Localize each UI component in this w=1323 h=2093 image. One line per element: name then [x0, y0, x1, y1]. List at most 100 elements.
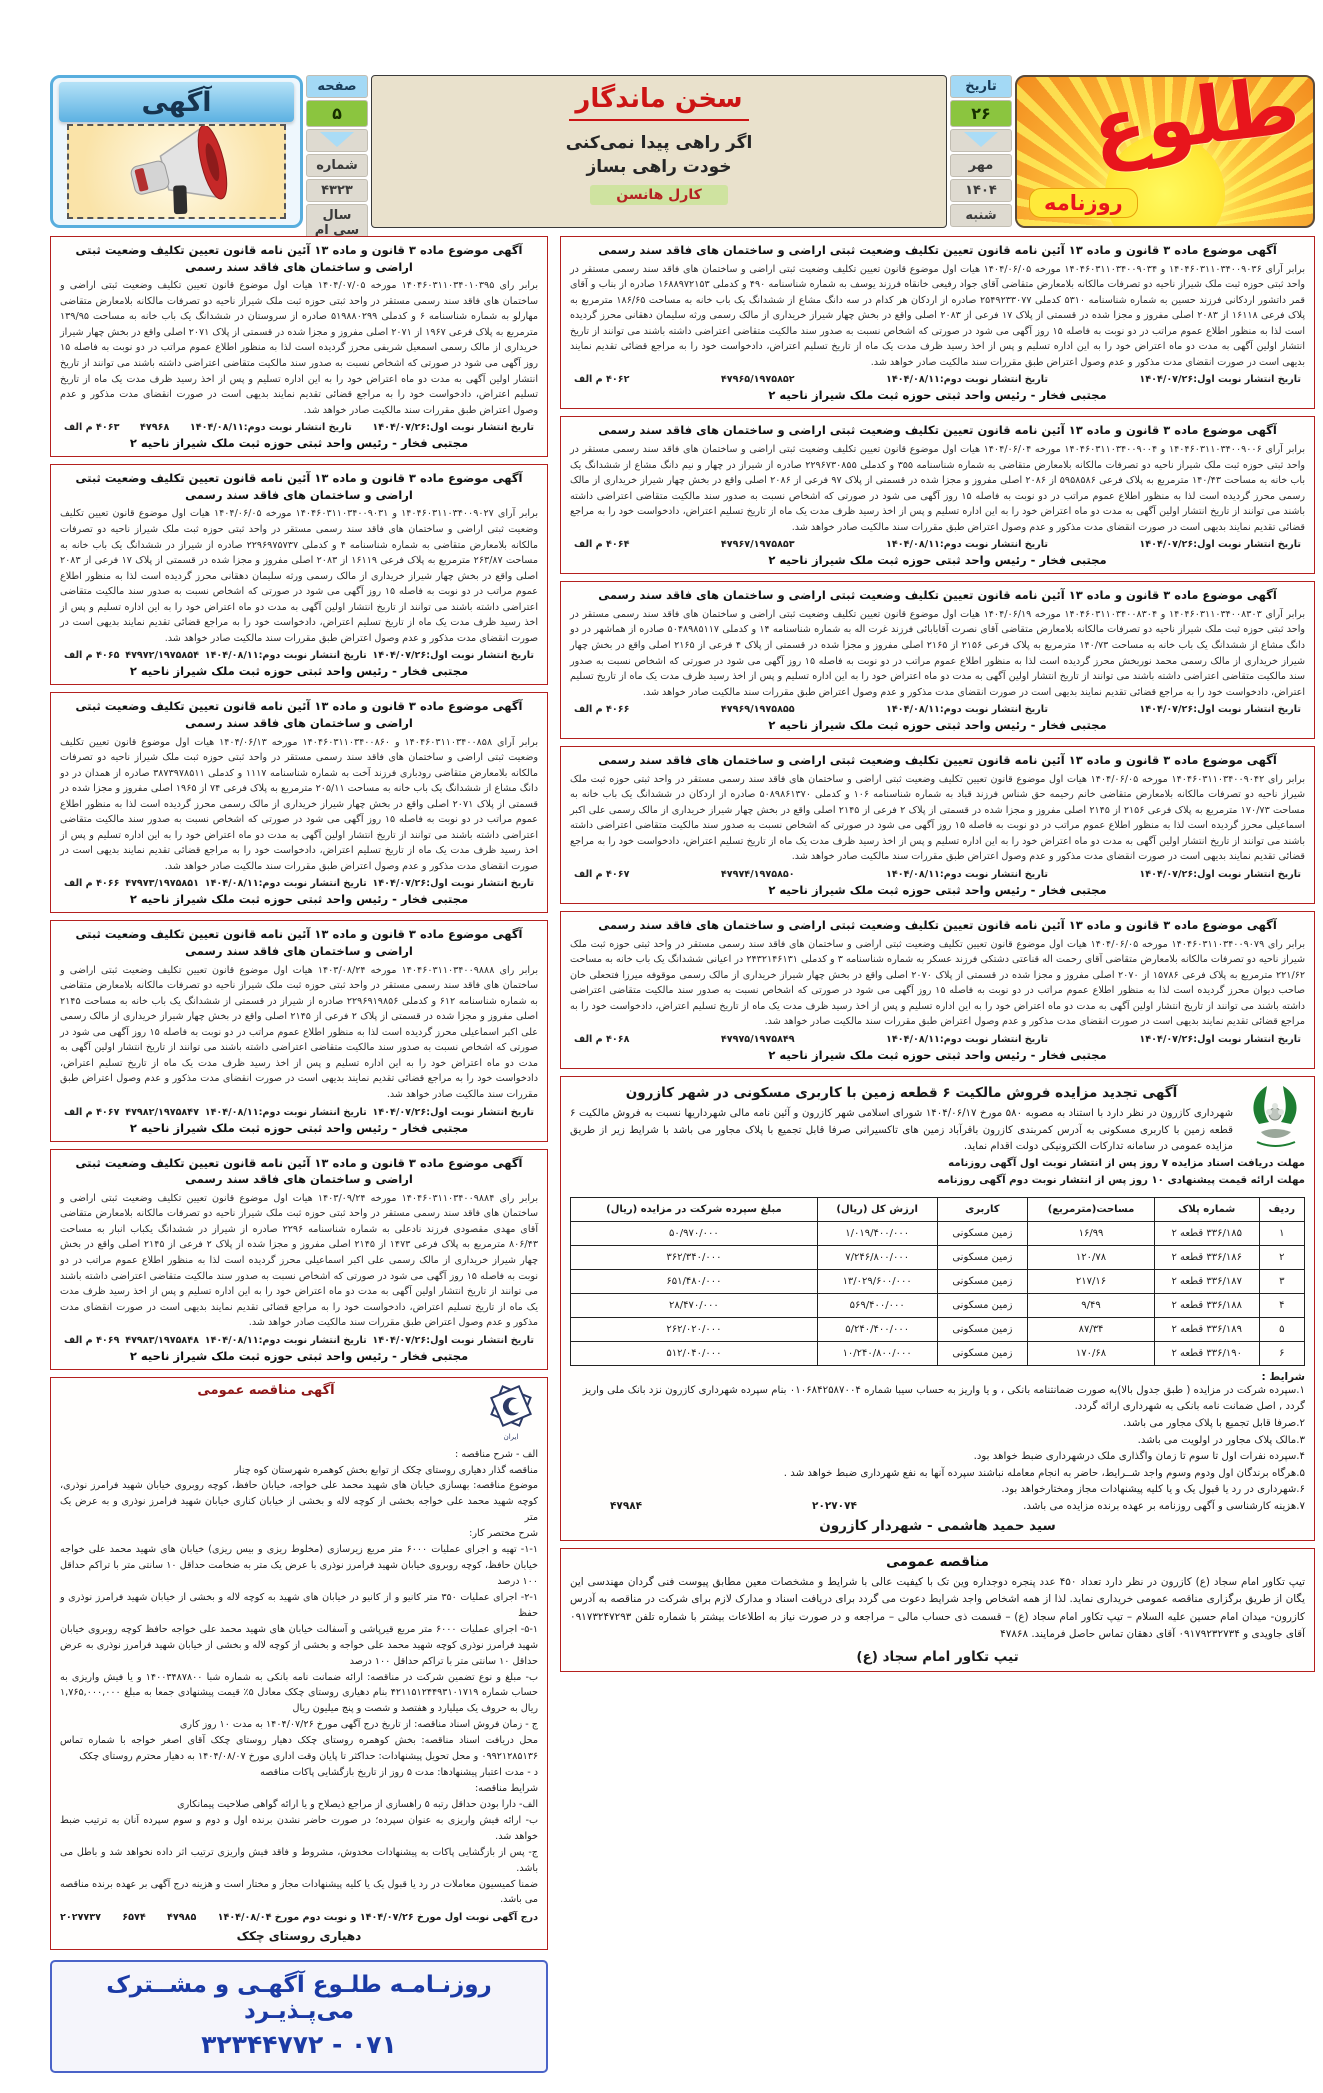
table-cell: ۵۶۹/۴۰۰/۰۰۰: [816, 1292, 938, 1318]
notice-malf-number: ۴۰۶۹ م الف: [64, 1334, 120, 1346]
notice-malf-number: ۴۰۶۵ م الف: [64, 650, 120, 662]
notice-signature: مجتبی فخار - رئیس واحد ثبتی حوزه ثبت ملک…: [768, 882, 1107, 897]
notice-body: برابر آرای ۱۴۰۴۶۰۳۱۱۰۳۴۰۰۹۰۰۶ و ۱۴۰۴۶۰۳۱…: [570, 444, 1306, 533]
table-cell: ۲: [1258, 1244, 1306, 1270]
table-cell: ۱۷۰/۶۸: [1027, 1340, 1155, 1366]
tender-body-line: موضوع مناقصه: بهسازی خیابان های شهید محم…: [60, 1480, 538, 1524]
tender-body-line: د - مدت اعتبار پیشنهادها: مدت ۵ روز از ت…: [260, 1767, 538, 1779]
auction-condition: ۲.صرفا قابل تجمیع با پلاک مجاور می باشد.: [1123, 1418, 1305, 1429]
issue-number: ۴۳۲۳: [306, 179, 368, 202]
auction-code-setad: ۲۰۲۷۰۷۴: [812, 1500, 857, 1513]
date-chevron: [950, 129, 1012, 152]
notice-body: برابر آرای ۱۴۰۴۶۰۳۱۱۰۳۴۰۰۸۵۸ و ۱۴۰۴۶۰۳۱۱…: [60, 736, 538, 872]
notice-body: برابر آرای ۱۴۰۴۶۰۳۱۱۰۳۴۰۰۸۳۰۳ و ۱۴۰۴۶۰۳۱…: [570, 608, 1306, 698]
notice-serial-number: ۴۷۹۸۲/۱۹۷۵۸۴۷: [125, 1106, 199, 1118]
left-column: آگهی موضوع ماده ۳ قانون و ماده ۱۳ آئین ن…: [50, 236, 548, 2074]
notice-body: برابر رای ۱۴۰۴۶۰۳۱۱۰۳۴۰۰۹۸۸۴ مورخه ۱۴۰۳/…: [60, 1192, 539, 1329]
legal-notice: آگهی موضوع ماده ۳ قانون و ماده ۱۳ آئین ن…: [50, 692, 548, 914]
notice-footer: تاریخ انتشار نوبت اول:۱۴۰۴/۰۷/۲۶ تاریخ ا…: [570, 869, 1305, 880]
notice-title: آگهی موضوع ماده ۳ قانون و ماده ۱۳ آئین ن…: [598, 423, 1277, 438]
table-cell: زمین مسکونی: [936, 1340, 1029, 1366]
notice-pub-second-date: تاریخ انتشار نوبت دوم:۱۴۰۴/۰۸/۱۱: [886, 1033, 1048, 1045]
notice-title: آگهی موضوع ماده ۳ قانون و ماده ۱۳ آئین ن…: [75, 243, 523, 274]
tender-body-line: شرایط مناقصه:: [474, 1782, 538, 1794]
tender-body-line: ب- مبلغ و نوع تضمین شرکت در مناقصه: ارائ…: [60, 1671, 538, 1715]
auction-table: ردیف شماره پلاک مساحت(مترمربع) کاربری ارزش ک…: [570, 1196, 1306, 1366]
tender-body-line: ب- ارائه فیش واریزی به عنوان سپرده؛ در ص…: [60, 1814, 538, 1842]
legal-notice: آگهی موضوع ماده ۳ قانون و ماده ۱۳ آئین ن…: [560, 910, 1315, 1069]
notice-signature: مجتبی فخار - رئیس واحد ثبتی حوزه ثبت ملک…: [768, 1047, 1107, 1062]
notice-pub-first-date: تاریخ انتشار نوبت اول:۱۴۰۴/۰۷/۲۶: [1139, 539, 1301, 551]
table-cell: ۳۳۶/۱۸۵ قطعه ۲: [1153, 1220, 1260, 1246]
tender-body-line: الف- دارا بودن حداقل رتبه ۵ راهسازی از م…: [177, 1798, 538, 1810]
auction-codes: ۴۷۹۸۴ ۲۰۲۷۰۷۴: [570, 1500, 1305, 1512]
table-header-cell: ارزش کل (ریال): [816, 1196, 938, 1222]
chevron-down-icon: [320, 132, 354, 147]
notice-serial-number: ۴۷۹۸۳/۱۹۷۵۸۴۸: [125, 1334, 199, 1346]
table-cell: ۵/۲۴۰/۴۰۰/۰۰۰: [816, 1316, 938, 1342]
notice-pub-second-date: تاریخ انتشار نوبت دوم:۱۴۰۴/۰۸/۱۱: [886, 868, 1048, 880]
newspaper-contact-box: روزنـامـه طلـوع آگهـی و مشــترک می‌پـذیـ…: [50, 1960, 548, 2074]
chakak-code-3: ۲۰۲۷۷۳۷: [60, 1912, 101, 1924]
notice-title: آگهی موضوع ماده ۳ قانون و ماده ۱۳ آئین ن…: [598, 753, 1277, 768]
notice-malf-number: ۴۰۶۶ م الف: [574, 704, 630, 716]
table-cell: ۳۳۶/۱۸۶ قطعه ۲: [1153, 1244, 1260, 1270]
tender-body-line: ۱-۱- تهیه و اجرای عملیات ۶۰۰۰ متر مربع ز…: [60, 1544, 538, 1587]
notice-pub-first-date: تاریخ انتشار نوبت اول:۱۴۰۴/۰۷/۲۶: [372, 1334, 534, 1346]
auction-notice: آگهی تجدید مزایده فروش مالکیت ۶ قطعه زمی…: [560, 1075, 1315, 1542]
auction-signature: سید حمید هاشمی - شهردار کازرون: [819, 1518, 1056, 1535]
notice-pub-first-date: تاریخ انتشار نوبت اول:۱۴۰۴/۰۷/۲۶: [372, 422, 534, 434]
notice-footer: تاریخ انتشار نوبت اول:۱۴۰۴/۰۷/۲۶ تاریخ ا…: [570, 539, 1305, 550]
notice-serial-number: ۴۷۹۷۲/۱۹۷۵۸۵۴: [125, 650, 199, 662]
notice-title: آگهی موضوع ماده ۳ قانون و ماده ۱۳ آئین ن…: [75, 1155, 523, 1187]
notice-pub-second-date: تاریخ انتشار نوبت دوم:۱۴۰۴/۰۸/۱۱: [204, 1334, 367, 1346]
table-cell: ۶۵۱/۴۸۰/۰۰۰: [570, 1268, 818, 1294]
quote-author: کارل هانسن: [590, 185, 728, 205]
notice-signature: مجتبی فخار - رئیس واحد ثبتی حوزه ثبت ملک…: [129, 1348, 469, 1363]
legal-notice: آگهی موضوع ماده ۳ قانون و ماده ۱۳ آئین ن…: [50, 1148, 548, 1370]
notice-serial-number: ۴۷۹۷۵/۱۹۷۵۸۴۹: [720, 1033, 795, 1045]
notice-title: آگهی موضوع ماده ۳ قانون و ماده ۱۳ آئین ن…: [75, 699, 523, 730]
table-cell: ۵۱۲/۰۴۰/۰۰۰: [570, 1340, 818, 1366]
notice-footer: تاریخ انتشار نوبت اول:۱۴۰۴/۰۷/۲۶ تاریخ ا…: [60, 650, 538, 661]
notice-title: آگهی موضوع ماده ۳ قانون و ماده ۱۳ آئین ن…: [598, 243, 1277, 257]
chakak-tender-body: الف - شرح مناقصه : مناقصه گذار دهیاری روس…: [60, 1447, 538, 1909]
page-label: صفحه: [306, 75, 368, 98]
table-cell: ۳۶۲/۳۴۰/۰۰۰: [570, 1244, 818, 1270]
notice-pub-first-date: تاریخ انتشار نوبت اول:۱۴۰۴/۰۷/۲۶: [1139, 868, 1301, 880]
table-cell: ۸۷/۳۴: [1027, 1316, 1155, 1342]
chakak-tender-notice: ایران آگهی مناقصه عمومی الف - شرح مناقصه…: [50, 1376, 548, 1951]
notice-serial-number: ۴۷۹۶۸: [140, 422, 170, 434]
legal-notice: آگهی موضوع ماده ۳ قانون و ماده ۱۳ آئین ن…: [50, 920, 548, 1142]
chakak-code-1: ۴۷۹۸۵: [167, 1912, 197, 1924]
notice-title: آگهی موضوع ماده ۳ قانون و ماده ۱۳ آئین ن…: [598, 588, 1277, 603]
auction-condition: ۷.هزینه کارشناسی و آگهی روزنامه بر عهده …: [1023, 1500, 1305, 1512]
contact-phone: ۳۲۳۴۴۷۷۲ - ۰۷۱: [201, 2030, 397, 2060]
notice-pub-second-date: تاریخ انتشار نوبت دوم:۱۴۰۴/۰۸/۱۱: [204, 1106, 367, 1118]
table-cell: ۳: [1258, 1268, 1306, 1294]
date-year: ۱۴۰۴: [950, 179, 1012, 202]
auction-condition: ۴.سپرده نفرات اول تا سوم تا زمان واگذاری…: [973, 1451, 1305, 1463]
date-month: مهر: [950, 154, 1012, 177]
notice-signature: مجتبی فخار - رئیس واحد ثبتی حوزه ثبت ملک…: [129, 1120, 469, 1135]
table-cell: ۳۳۶/۱۸۸ قطعه ۲: [1153, 1292, 1260, 1318]
table-header-cell: کاربری: [936, 1196, 1029, 1222]
table-cell: ۳۳۶/۱۹۰ قطعه ۲: [1153, 1340, 1260, 1366]
table-cell: ۷/۲۴۶/۸۰۰/۰۰۰: [816, 1244, 938, 1270]
left-notices-list: آگهی موضوع ماده ۳ قانون و ماده ۱۳ آئین ن…: [50, 236, 548, 1370]
notice-body: برابر رای ۱۴۰۴۶۰۳۱۱۰۳۴۰۰۹۰۷۹ مورخه ۱۴۰۴/…: [570, 938, 1306, 1028]
table-cell: ۲۶۲/۰۲۰/۰۰۰: [570, 1316, 818, 1342]
notice-malf-number: ۴۰۶۲ م الف: [574, 374, 630, 386]
notice-malf-number: ۴۰۶۴ م الف: [574, 539, 630, 551]
table-row: ۲ ۳۳۶/۱۸۶ قطعه ۲ ۱۲۰/۷۸ زمین مسکونی ۷/۲۴۶/۸۰…: [570, 1244, 1306, 1270]
table-cell: زمین مسکونی: [936, 1316, 1029, 1342]
table-cell: ۱۶/۹۹: [1027, 1220, 1155, 1246]
auction-condition: ۶.شهرداری در رد یا قبول یک و یا کلیه پیش…: [1001, 1484, 1305, 1496]
notice-malf-number: ۴۰۶۳ م الف: [64, 422, 120, 434]
content-columns: آگهی موضوع ماده ۳ قانون و ماده ۱۳ آئین ن…: [50, 236, 1315, 2074]
notice-pub-first-date: تاریخ انتشار نوبت اول:۱۴۰۴/۰۷/۲۶: [1139, 1033, 1301, 1045]
table-cell: ۲۱۷/۱۶: [1027, 1268, 1155, 1294]
page-info-column: صفحه ۵ شماره ۴۳۲۳ سال سی ام: [306, 75, 368, 242]
date-column: تاریخ ۲۶ مهر ۱۴۰۴ شنبه: [950, 75, 1012, 228]
memorable-quote-box: سخن ماندگار اگر راهی پیدا نمی‌کنی خودت ر…: [371, 75, 947, 228]
